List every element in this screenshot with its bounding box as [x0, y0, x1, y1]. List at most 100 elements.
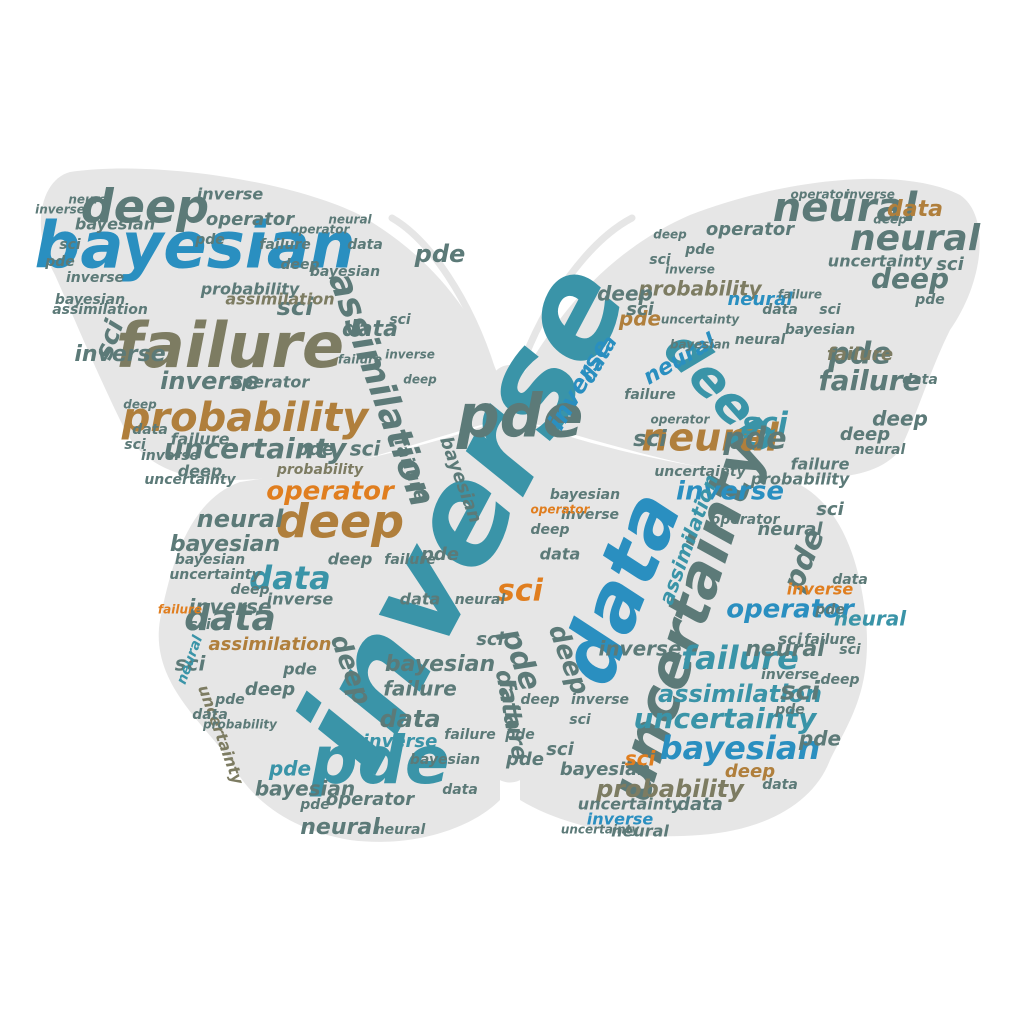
word-failure-16: failure — [778, 288, 822, 302]
word-neural-9: neural — [611, 822, 669, 841]
word-failure-15: failure — [804, 632, 856, 648]
word-sci-11: sci — [350, 437, 382, 461]
word-assimilation-2: assimilation — [658, 680, 822, 708]
word-assimilation-4: assimilation — [209, 634, 332, 655]
left-lower-wing — [158, 420, 501, 842]
word-inverse-6: inverse — [363, 731, 438, 752]
word-deep-4: deep — [871, 262, 949, 295]
word-uncertainty-9: uncertainty — [169, 567, 261, 583]
left-upper-wing — [40, 168, 500, 481]
word-sci-22: sci — [819, 302, 841, 318]
word-neural-6: neural — [300, 815, 380, 840]
word-probability-3: probability — [637, 277, 762, 301]
word-inverse-8: inverse — [587, 810, 654, 829]
word-uncertainty-4: uncertainty — [578, 795, 683, 814]
word-operator-10: operator — [791, 188, 851, 202]
word-data-3: data — [249, 559, 330, 597]
word-probability-5: probability — [276, 462, 364, 478]
word-data-16: data — [442, 782, 478, 798]
word-operator-3: operator — [326, 789, 415, 810]
word-sci-19: sci — [124, 437, 146, 453]
word-deep-11: deep — [597, 282, 653, 306]
word-data-19: data — [762, 302, 798, 318]
word-uncertainty-2: uncertainty — [164, 432, 348, 465]
word-inverse-16: inverse — [385, 348, 435, 362]
word-uncertainty-10: uncertainty — [561, 823, 640, 837]
word-pde-20: pde — [504, 727, 535, 743]
word-sci-7: sci — [633, 427, 667, 452]
word-inverse-9: inverse — [197, 185, 264, 204]
word-failure-14: failure — [444, 727, 496, 743]
word-data-5: data — [379, 705, 440, 733]
word-failure-5: failure — [383, 677, 457, 701]
word-pde-5: pde — [722, 422, 786, 457]
word-deep-9: deep — [245, 679, 295, 700]
word-neural-7: neural — [745, 637, 825, 662]
word-probability-6: probability — [750, 470, 850, 489]
word-bayesian-4: bayesian — [255, 777, 355, 801]
word-pde-1: pde — [456, 382, 584, 452]
word-bayesian-10: bayesian — [175, 552, 245, 568]
word-deep-8: deep — [725, 761, 775, 782]
word-pde-15: pde — [282, 660, 317, 679]
word-bayesian-5: bayesian — [385, 652, 495, 677]
word-failure-12: failure — [259, 237, 311, 253]
word-deep-20: deep — [820, 672, 859, 688]
word-uncertainty-6: uncertainty — [144, 472, 236, 488]
word-neural-12: neural — [455, 592, 506, 608]
word-deep-12: deep — [840, 424, 890, 445]
word-inverse-12: inverse — [561, 507, 619, 523]
word-inverse-17: inverse — [141, 448, 199, 464]
word-operator-2: operator — [726, 595, 856, 625]
word-sci-16: sci — [189, 617, 211, 633]
word-neural-18: neural — [735, 332, 786, 348]
word-layer: inversedatauncertaintybayesianfailurepro… — [35, 180, 981, 841]
word-data-17: data — [762, 777, 798, 793]
word-neural-2: neural — [850, 218, 981, 259]
word-bayesian-7: bayesian — [75, 215, 155, 234]
word-operator-8: operator — [531, 503, 591, 517]
word-operator-7: operator — [711, 512, 781, 528]
word-deep-19: deep — [520, 692, 559, 708]
word-failure-13: failure — [338, 353, 382, 367]
word-sci-10: sci — [175, 652, 207, 676]
word-sci-12: sci — [626, 299, 654, 320]
word-pde-16: pde — [214, 692, 245, 708]
word-deep-7: deep — [872, 407, 928, 431]
word-bayesian-6: bayesian — [560, 759, 650, 780]
word-pde-11: pde — [295, 439, 334, 460]
word-data-13: data — [192, 707, 228, 723]
word-neural-15: neural — [328, 213, 372, 227]
word-operator-4: operator — [706, 219, 795, 240]
word-data-12: data — [400, 590, 441, 609]
word-failure-10: failure — [384, 552, 436, 568]
word-neural-16: neural — [375, 822, 426, 838]
word-sci-2: sci — [742, 407, 789, 442]
word-deep-3: deep — [276, 495, 404, 549]
word-inverse-11: inverse — [787, 580, 854, 599]
word-sci-17: sci — [59, 237, 81, 253]
word-pde-23: pde — [684, 242, 715, 258]
word-data-9: data — [677, 794, 723, 815]
word-uncertainty-7: uncertainty — [828, 252, 933, 271]
word-deep-21: deep — [873, 213, 907, 227]
butterfly-body — [488, 365, 532, 783]
word-neural-10: neural — [727, 289, 793, 310]
word-operator-11: operator — [651, 413, 711, 427]
word-data-18: data — [902, 372, 938, 388]
word-pde-18: pde — [194, 232, 225, 248]
word-probability-7: probability — [202, 718, 278, 732]
word-data-15: data — [132, 422, 168, 438]
word-inverse-15: inverse — [35, 203, 85, 217]
word-pde-3: pde — [827, 337, 891, 372]
word-pde-13: pde — [814, 602, 845, 618]
word-operator-6: operator — [231, 373, 311, 392]
word-bayesian-15: bayesian — [670, 338, 730, 352]
word-inverse-20: inverse — [845, 188, 895, 202]
word-failure-17: failure — [624, 387, 676, 403]
word-data-11: data — [540, 545, 581, 564]
word-failure-1: failure — [116, 309, 344, 382]
word-inverse-2: inverse — [160, 367, 260, 395]
